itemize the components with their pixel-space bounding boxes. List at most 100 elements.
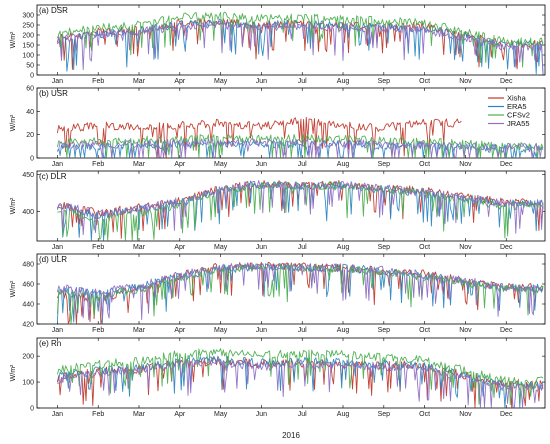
series-line-cfsv2 [56,348,544,406]
x-tick-label: Mar [133,411,146,418]
panel-frame [36,337,546,409]
y-axis-label: W/m² [10,114,17,131]
series-line-xisha [56,116,462,158]
panel-frame [36,170,546,242]
x-tick-label: Jan [52,411,63,418]
series-line-cfsv2 [56,133,544,158]
x-tick-label: Aug [337,78,350,85]
y-tick-label: 150 [22,43,34,50]
x-tick-label: Jun [256,161,267,168]
x-tick-label: Jun [256,78,267,85]
y-tick-label: 250 [22,23,34,30]
x-tick-label: May [214,78,228,85]
series-line-jra55 [56,262,544,321]
x-tick-label: Apr [174,327,186,334]
x-tick-label: Sep [378,327,391,334]
panel-2: 0 20 40 60 Jan Feb Mar Apr May Jun Jul Aug Sep Oct Nov… [10,86,546,168]
x-tick-label: Apr [174,78,186,85]
x-tick-label: Feb [92,327,104,334]
x-tick-label: Nov [459,327,472,334]
y-tick-label: 20 [26,132,34,139]
x-tick-label: Apr [174,411,186,418]
x-tick-label: Apr [174,161,186,168]
x-tick-label: Jun [256,411,267,418]
series-group [56,116,544,158]
x-tick-label: Feb [92,411,104,418]
x-tick-label: Sep [378,244,391,251]
x-tick-label: Nov [459,161,472,168]
x-tick-label: Feb [92,78,104,85]
y-tick-label: 0 [30,406,34,413]
y-tick-label: 450 [22,172,34,179]
y-tick-label: 60 [26,86,34,93]
series-line-jra55 [56,180,544,236]
legend-label: CFSv2 [507,111,530,120]
series-group [56,348,544,408]
y-tick-label: 100 [22,53,34,60]
x-tick-label: Dec [500,244,513,251]
x-tick-label: May [214,244,228,251]
x-tick-label: Aug [337,411,350,418]
y-tick-label: 440 [22,302,34,309]
x-tick-label: Oct [419,78,430,85]
x-tick-label: Mar [133,161,146,168]
x-tick-label: Aug [337,161,350,168]
x-tick-label: Jul [298,78,307,85]
x-tick-label: Oct [419,244,430,251]
panel-title: (c) DLR [39,172,67,181]
series-group [56,11,544,75]
y-tick-label: 100 [22,380,34,387]
y-tick-label: 50 [26,63,34,70]
x-tick-label: Sep [378,161,391,168]
panel-title: (e) Rn [39,339,61,348]
x-tick-label: Aug [337,327,350,334]
x-tick-label: Jan [52,161,63,168]
x-tick-label: Nov [459,244,472,251]
panel-frame [36,87,546,159]
y-tick-label: 400 [22,209,34,216]
x-tick-label: Mar [133,327,146,334]
x-tick-label: Nov [459,411,472,418]
y-axis-label: W/m² [10,364,17,381]
y-axis-label: W/m² [10,31,17,48]
x-tick-label: Mar [133,244,146,251]
x-tick-label: Jun [256,327,267,334]
x-tick-label: Apr [174,244,186,251]
series-line-cfsv2 [56,11,544,68]
x-tick-label: Sep [378,78,391,85]
x-tick-label: Dec [500,161,513,168]
x-tick-label: Dec [500,411,513,418]
y-tick-label: 0 [30,156,34,163]
series-line-xisha [56,261,544,324]
panel-title: (d) ULR [39,255,67,264]
x-axis-label: 2016 [282,431,300,440]
x-tick-label: May [214,411,228,418]
y-tick-label: 0 [30,73,34,80]
series-line-era5 [57,18,544,75]
x-tick-label: Sep [378,411,391,418]
panel-title: (a) DSR [39,6,68,15]
panel-frame [36,253,546,325]
y-tick-label: 200 [22,33,34,40]
x-tick-label: Feb [92,161,104,168]
series-line-jra55 [57,138,544,158]
panel-5: 0 100 200 Jan Feb Mar Apr May Jun Jul Aug Sep Oct Nov… [10,337,546,418]
x-tick-label: Feb [92,244,104,251]
x-tick-label: Nov [459,78,472,85]
x-tick-label: Mar [133,78,146,85]
x-tick-label: Oct [419,327,430,334]
series-group [56,261,544,324]
series-line-jra55 [56,20,544,75]
series-group [56,179,544,241]
y-tick-label: 480 [22,262,34,269]
x-tick-label: Jul [298,244,307,251]
x-tick-label: May [214,161,228,168]
panel-3: 400 450 Jan Feb Mar Apr May Jun Jul Aug Sep Oct Nov D… [10,170,546,251]
x-tick-label: Jul [298,411,307,418]
panel-4: 420 440 460 480 Jan Feb Mar Apr May Jun Jul Aug Sep O… [10,253,546,334]
y-axis-label: W/m² [10,197,17,214]
x-tick-label: Jun [256,244,267,251]
y-tick-label: 40 [26,109,34,116]
y-tick-label: 200 [22,354,34,361]
